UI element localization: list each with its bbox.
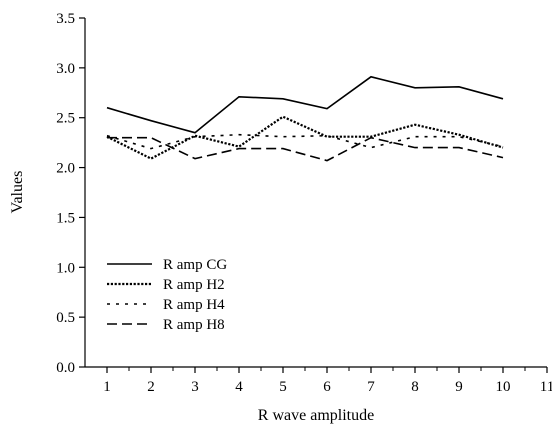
x-axis-ticks: 1 2 3 4 5 6 7 8 9 10 11	[103, 367, 552, 395]
series-lines	[106, 75, 504, 162]
y-tick-label: 0.5	[56, 310, 75, 326]
x-tick-label: 10	[496, 379, 511, 395]
legend-label: R amp H8	[163, 317, 225, 333]
y-tick-label: 3.5	[56, 11, 75, 27]
legend-label: R amp CG	[163, 257, 227, 273]
y-tick-label: 0.0	[56, 360, 75, 376]
y-tick-label: 2.5	[56, 111, 75, 127]
legend-label: R amp H2	[163, 277, 225, 293]
x-tick-label: 6	[323, 379, 331, 395]
y-tick-label: 2.0	[56, 161, 75, 177]
y-tick-label: 1.0	[56, 260, 75, 276]
x-tick-label: 9	[455, 379, 463, 395]
series-line-r-amp-cg	[106, 75, 504, 134]
legend: R amp CG R amp H2 R amp H4 R amp H8	[107, 257, 227, 333]
x-axis-title: R wave amplitude	[258, 407, 374, 424]
series-line-r-amp-h2	[106, 115, 504, 160]
x-tick-label: 1	[103, 379, 111, 395]
x-tick-label: 8	[411, 379, 419, 395]
x-tick-label: 4	[235, 379, 243, 395]
x-tick-label: 2	[147, 379, 155, 395]
y-axis-ticks: 0.0 0.5 1.0 1.5 2.0 2.5 3.0 3.5	[56, 11, 85, 376]
y-tick-label: 1.5	[56, 210, 75, 226]
y-axis-title: Values	[9, 171, 26, 214]
legend-label: R amp H4	[163, 297, 225, 313]
x-tick-label: 11	[540, 379, 552, 395]
x-tick-label: 7	[367, 379, 375, 395]
x-tick-label: 5	[279, 379, 287, 395]
series-line-r-amp-h4	[106, 133, 504, 150]
x-tick-label: 3	[191, 379, 199, 395]
y-tick-label: 3.0	[56, 61, 75, 77]
series-line-r-amp-h8	[107, 136, 504, 162]
